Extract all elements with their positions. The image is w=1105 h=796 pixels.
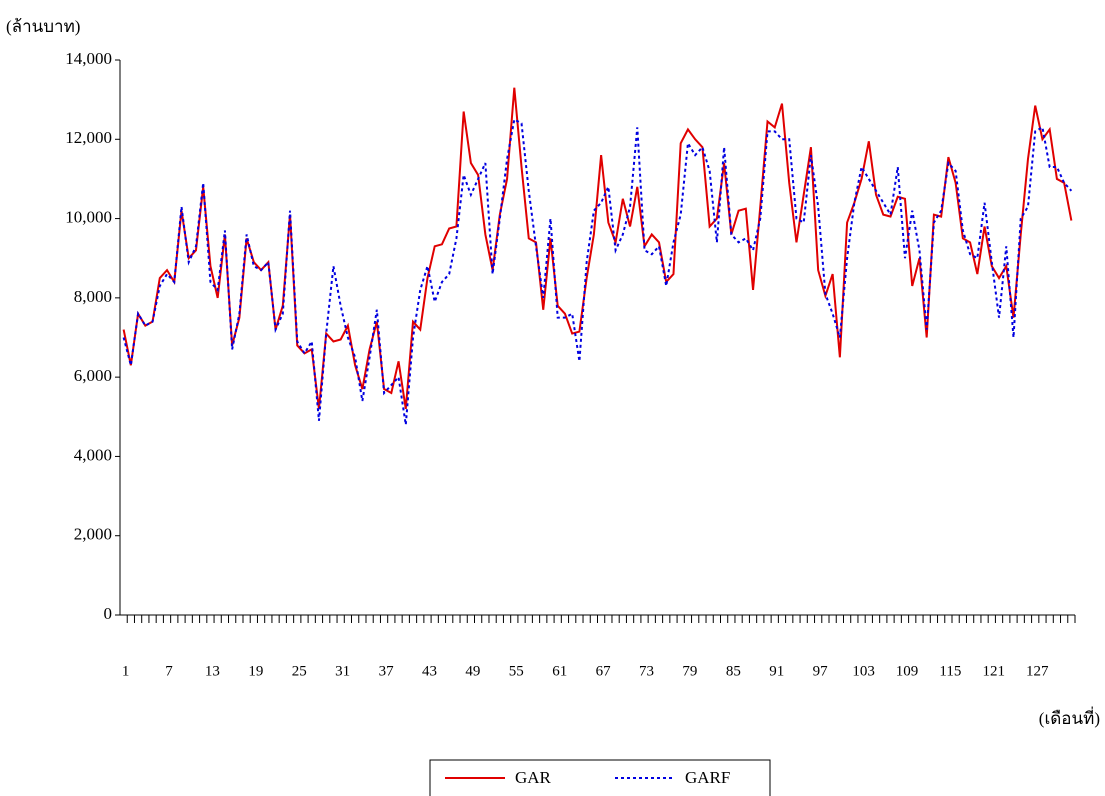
y-tick-label: 0	[104, 604, 113, 623]
y-tick-label: 6,000	[74, 366, 112, 385]
x-tick-label: 121	[983, 663, 1006, 679]
data-line	[124, 88, 1072, 409]
x-tick-label: 85	[726, 663, 741, 679]
x-axis-title: (เดือนที่)	[1039, 706, 1100, 728]
y-tick-label: 14,000	[65, 49, 112, 68]
x-tick-label: 61	[552, 663, 567, 679]
y-tick-label: 4,000	[74, 445, 112, 464]
y-tick-label: 8,000	[74, 287, 112, 306]
y-tick-label: 12,000	[65, 128, 112, 147]
x-tick-label: 37	[379, 663, 395, 679]
x-tick-label: 73	[639, 663, 654, 679]
y-tick-label: 2,000	[74, 525, 112, 544]
y-tick-label: 10,000	[65, 207, 112, 226]
x-tick-label: 67	[596, 663, 612, 679]
x-tick-label: 91	[769, 663, 784, 679]
x-tick-label: 19	[248, 663, 263, 679]
legend-label: GARF	[685, 768, 730, 787]
legend-label: GAR	[515, 768, 552, 787]
x-tick-label: 49	[465, 663, 480, 679]
x-tick-label: 97	[813, 663, 829, 679]
x-tick-label: 79	[682, 663, 697, 679]
data-line	[124, 119, 1072, 424]
x-tick-label: 1	[122, 663, 130, 679]
x-tick-label: 115	[939, 663, 961, 679]
x-tick-label: 109	[896, 663, 919, 679]
x-tick-label: 43	[422, 663, 437, 679]
x-tick-label: 55	[509, 663, 524, 679]
x-tick-label: 25	[292, 663, 307, 679]
x-tick-label: 103	[852, 663, 875, 679]
x-tick-label: 127	[1026, 663, 1049, 679]
y-axis-title: (ล้านบาท)	[6, 17, 80, 36]
x-tick-label: 31	[335, 663, 350, 679]
x-tick-label: 13	[205, 663, 220, 679]
chart: (ล้านบาท) (เดือนที่) 0 2,000 4,000 6,000 8,0…	[0, 0, 1105, 796]
x-tick-label: 7	[165, 663, 173, 679]
